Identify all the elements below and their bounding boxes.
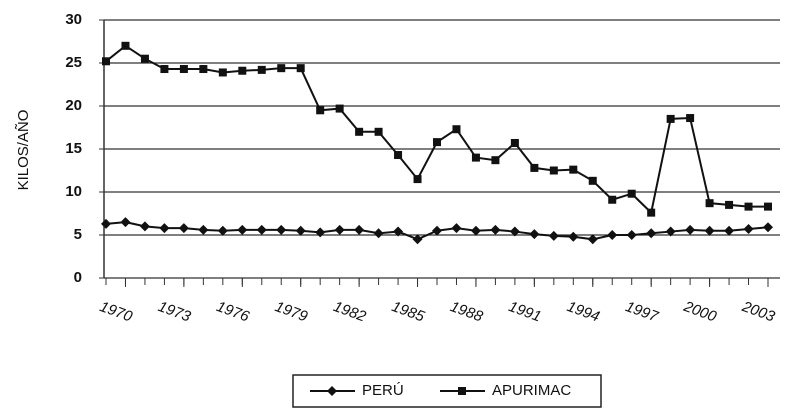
data-point xyxy=(178,223,189,234)
y-tick-label: 10 xyxy=(65,183,82,200)
data-point xyxy=(413,175,422,184)
data-point xyxy=(218,68,227,77)
legend-label: PERÚ xyxy=(362,382,404,399)
data-point xyxy=(686,114,695,123)
data-point xyxy=(568,231,579,242)
data-point xyxy=(412,234,423,245)
data-point xyxy=(608,195,617,204)
data-point xyxy=(491,156,500,165)
y-tick-label: 5 xyxy=(74,226,82,243)
y-tick-label: 20 xyxy=(65,97,82,114)
data-point xyxy=(549,166,558,175)
x-tick-label: 1991 xyxy=(506,298,543,325)
data-point xyxy=(725,200,734,209)
data-point xyxy=(471,153,480,162)
data-point xyxy=(237,224,248,235)
data-point xyxy=(530,163,539,172)
legend-marker xyxy=(327,386,337,396)
y-tick-label: 15 xyxy=(65,140,82,157)
data-point xyxy=(355,127,364,136)
data-point xyxy=(743,223,754,234)
data-point xyxy=(666,114,675,123)
data-point xyxy=(626,230,637,240)
data-point xyxy=(296,64,305,73)
data-point xyxy=(374,127,383,136)
legend-marker xyxy=(458,387,466,395)
data-point xyxy=(139,221,150,232)
data-point xyxy=(510,138,519,147)
data-point xyxy=(394,151,403,160)
data-point xyxy=(238,66,247,75)
data-point xyxy=(198,224,209,235)
x-tick-label: 1997 xyxy=(623,298,661,326)
data-point xyxy=(140,54,149,63)
data-point xyxy=(102,57,110,66)
x-tick-label: 2003 xyxy=(739,298,778,326)
x-tick-label: 1988 xyxy=(448,298,486,326)
data-point xyxy=(685,224,696,235)
data-point xyxy=(295,225,306,236)
data-point xyxy=(587,234,598,245)
x-tick-label: 1979 xyxy=(273,298,311,326)
data-point xyxy=(334,224,345,235)
y-tick-label: 25 xyxy=(65,54,82,71)
data-point xyxy=(724,225,735,236)
x-tick-label: 1970 xyxy=(97,298,135,326)
data-point xyxy=(256,224,267,235)
data-point xyxy=(101,218,111,229)
data-point xyxy=(588,176,597,185)
data-point xyxy=(744,202,753,211)
data-point xyxy=(217,225,228,236)
y-tick-label: 30 xyxy=(65,11,82,28)
data-point xyxy=(316,106,325,115)
data-point xyxy=(159,223,170,234)
data-point xyxy=(277,64,286,73)
data-point xyxy=(470,225,481,236)
y-tick-label: 0 xyxy=(74,269,82,286)
x-tick-label: 2000 xyxy=(681,298,720,326)
x-tick-label: 1994 xyxy=(565,298,602,325)
data-point xyxy=(607,230,618,240)
data-point xyxy=(432,225,442,236)
data-point xyxy=(704,225,715,236)
data-point xyxy=(393,226,404,237)
data-point xyxy=(335,104,344,113)
x-tick-label: 1976 xyxy=(214,298,252,326)
data-point xyxy=(646,228,657,239)
legend-label: APURIMAC xyxy=(492,382,571,399)
data-point xyxy=(490,224,501,235)
x-tick-label: 1982 xyxy=(331,298,369,326)
data-point xyxy=(276,224,287,235)
y-axis-label: KILOS/AÑO xyxy=(15,110,32,191)
data-point xyxy=(705,199,714,208)
data-point xyxy=(647,208,656,217)
data-point xyxy=(315,227,326,238)
data-point xyxy=(548,230,559,241)
data-point xyxy=(121,41,130,50)
data-point xyxy=(627,189,636,198)
data-point xyxy=(509,226,520,237)
data-point xyxy=(199,65,208,74)
data-point xyxy=(120,217,131,228)
data-point xyxy=(160,65,169,74)
x-tick-label: 1973 xyxy=(156,298,194,326)
data-point xyxy=(529,229,540,240)
data-point xyxy=(764,202,772,211)
data-point xyxy=(257,65,266,74)
data-point xyxy=(569,165,578,174)
data-point xyxy=(373,228,384,239)
data-point xyxy=(451,223,462,234)
data-point xyxy=(763,222,773,233)
data-point xyxy=(452,125,461,134)
data-point xyxy=(433,138,441,147)
data-point xyxy=(665,226,676,237)
x-tick-label: 1985 xyxy=(389,298,427,326)
data-point xyxy=(179,65,188,74)
data-point xyxy=(354,224,365,235)
